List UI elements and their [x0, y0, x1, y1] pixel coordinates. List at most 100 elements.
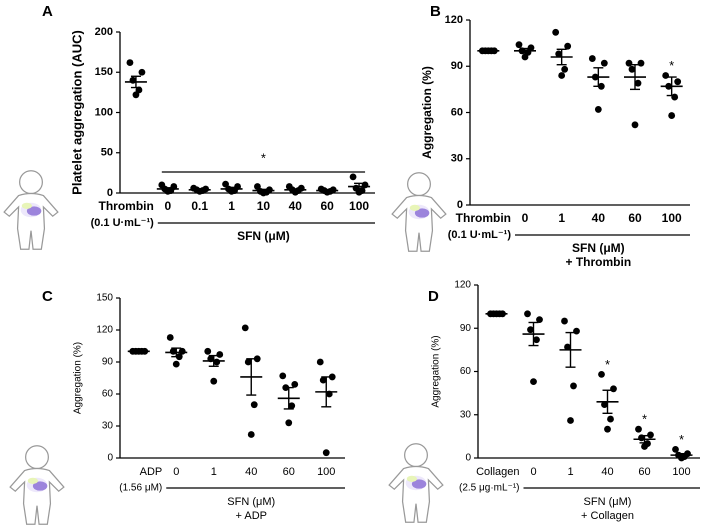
panel-label: D: [428, 288, 439, 305]
x-tick-label: Thrombin: [456, 211, 511, 225]
bracket-star: *: [261, 150, 266, 165]
x-axis-label: SFN (μM): [227, 496, 275, 508]
data-point: [564, 42, 572, 50]
y-tick-label: 60: [460, 366, 472, 377]
y-tick-label: 120: [445, 14, 463, 26]
y-tick-label: 30: [451, 153, 463, 165]
x-tick-label: 40: [289, 199, 303, 213]
x-tick-label: ADP: [140, 466, 163, 478]
data-point: [552, 28, 560, 36]
data-point: [316, 358, 324, 366]
x-axis-note: + Collagen: [581, 510, 634, 522]
data-point: [604, 425, 611, 433]
y-tick-label: 50: [101, 147, 113, 159]
data-point: [253, 355, 261, 363]
y-tick-label: 90: [460, 323, 472, 334]
data-point: [635, 425, 642, 433]
x-tick-label: 1: [211, 466, 217, 478]
x-tick-label: 0: [522, 211, 529, 225]
data-point: [561, 317, 568, 325]
data-point: [672, 445, 679, 453]
control-sublabel: (1.56 μM): [119, 483, 162, 494]
x-tick-label: 40: [592, 211, 606, 225]
x-axis-label: SFN (μM): [572, 241, 625, 255]
data-point: [607, 415, 614, 423]
x-tick-label: 100: [349, 199, 369, 213]
data-point: [524, 310, 531, 318]
y-tick-label: 30: [102, 421, 114, 432]
data-point: [610, 385, 617, 393]
data-point: [533, 336, 540, 344]
control-sublabel: (0.1 U·mL⁻¹): [448, 229, 512, 241]
y-tick-label: 60: [451, 106, 463, 118]
data-point: [600, 59, 608, 67]
x-axis-note: + ADP: [236, 510, 268, 522]
data-point: [588, 55, 596, 62]
data-point: [674, 78, 682, 86]
data-point: [244, 358, 252, 366]
significance-star: *: [605, 357, 610, 372]
x-tick-label: 10: [257, 199, 271, 213]
data-point: [210, 377, 218, 385]
body-icon: [388, 443, 444, 523]
data-point: [601, 401, 608, 409]
data-point: [279, 372, 287, 380]
data-point: [247, 431, 255, 438]
y-axis-label: Aggregation (%): [431, 335, 442, 407]
y-tick-label: 0: [457, 199, 463, 211]
x-tick-label: 0: [530, 466, 536, 478]
data-point: [641, 443, 648, 450]
data-point: [668, 112, 676, 119]
data-point: [291, 381, 299, 388]
x-tick-label: 1: [558, 211, 565, 225]
data-point: [166, 334, 174, 341]
data-point: [625, 59, 633, 67]
data-point: [515, 41, 523, 49]
x-tick-label: 100: [672, 466, 690, 478]
y-tick-label: 150: [96, 293, 113, 304]
y-tick-label: 120: [96, 325, 113, 336]
x-tick-label: 60: [321, 199, 335, 213]
data-point: [598, 370, 605, 378]
data-point: [628, 65, 636, 73]
x-tick-label: 0: [173, 466, 179, 478]
data-point: [573, 327, 580, 335]
y-tick-label: 150: [95, 66, 113, 78]
panel-label: C: [42, 288, 53, 305]
x-tick-label: 0: [164, 199, 171, 213]
data-point: [349, 173, 357, 181]
y-tick-label: 0: [465, 453, 471, 464]
y-tick-label: 60: [102, 389, 114, 400]
x-tick-label: 40: [601, 466, 613, 478]
y-axis-label: Aggregation (%): [73, 342, 84, 414]
data-point: [126, 59, 134, 66]
body-icon: [391, 172, 447, 252]
control-sublabel: (0.1 U·mL⁻¹): [91, 217, 155, 229]
x-tick-label: 1: [228, 199, 235, 213]
significance-star: *: [642, 412, 647, 427]
data-point: [527, 326, 534, 334]
data-point: [647, 431, 654, 439]
data-point: [570, 382, 577, 390]
data-point: [250, 401, 258, 409]
data-point: [138, 68, 146, 76]
x-axis-label: SFN (μM): [237, 229, 290, 243]
data-point: [172, 360, 180, 368]
body-icon: [3, 170, 59, 250]
x-tick-label: Collagen: [476, 466, 519, 478]
data-point: [561, 65, 569, 73]
data-point: [530, 378, 537, 385]
x-tick-label: 100: [662, 211, 682, 225]
x-tick-label: 1: [567, 466, 573, 478]
y-tick-label: 100: [95, 106, 113, 118]
data-point: [536, 316, 543, 323]
x-tick-label: 60: [283, 466, 295, 478]
data-point: [216, 351, 224, 358]
data-point: [241, 324, 249, 332]
significance-star: *: [679, 432, 684, 447]
y-tick-label: 30: [460, 409, 472, 420]
x-tick-label: 60: [638, 466, 650, 478]
data-point: [319, 376, 327, 384]
control-sublabel: (2.5 μg·mL⁻¹): [459, 483, 520, 494]
